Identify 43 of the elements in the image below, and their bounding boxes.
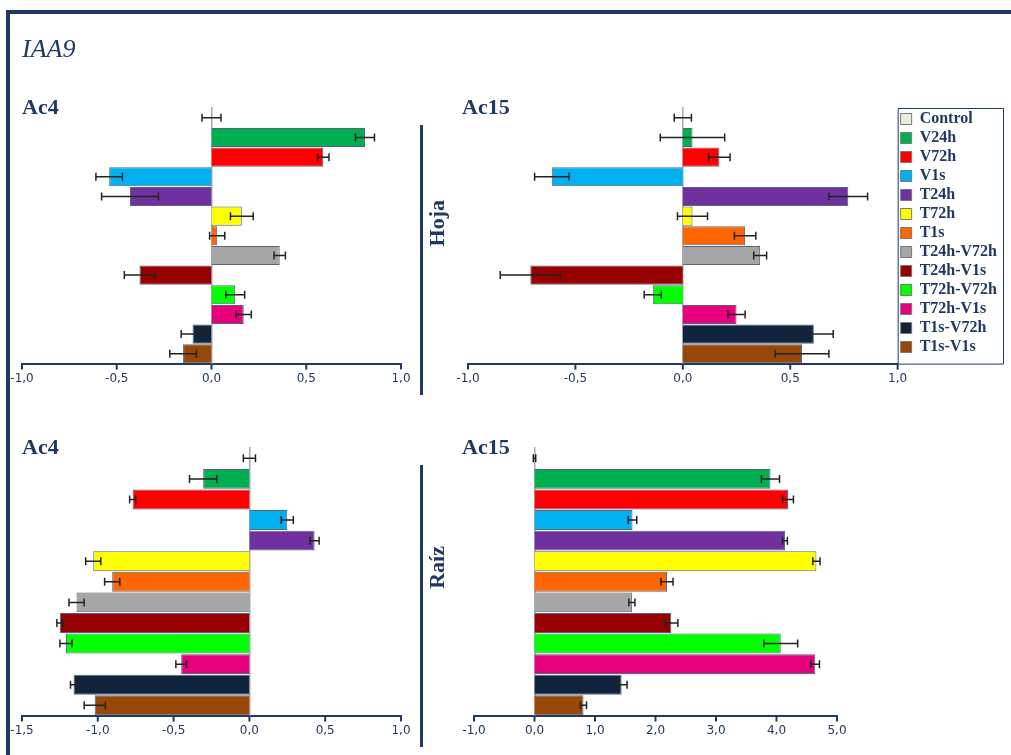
legend-label: T24h-V72h [919,242,998,260]
legend-label: T1s [919,223,945,241]
legend-label: T1s-V1s [919,337,976,355]
legend-label: V24h [919,128,957,146]
chart-title: Ac15 [462,94,510,120]
x-tick-label: -0,5 [161,722,186,737]
x-tick-label: 0,5 [780,370,800,385]
x-tick-label: 0,5 [296,370,316,385]
x-tick-label: 1,0 [391,370,411,385]
legend-label: T72h-V1s [919,299,987,317]
x-tick-label: -1,0 [10,370,34,385]
text: IAA9 [22,34,76,64]
x-tick-label: -0,5 [563,370,588,385]
legend-label: T72h [919,204,956,222]
legend-label: T72h-V72h [919,280,998,298]
legend-label: V72h [919,147,957,165]
legend-label: T1s-V72h [919,318,987,336]
x-tick-label: 0,0 [201,370,222,385]
x-tick-label: -1,0 [86,722,110,737]
x-tick-label: 4,0 [766,722,787,737]
x-tick-label: 2,0 [645,722,666,737]
x-tick-label: 0,0 [524,722,545,737]
x-tick-label: 3,0 [706,722,726,737]
legend-label: T24h-V1s [919,261,987,279]
chart-title: Ac15 [462,434,510,460]
chart-title: Ac4 [22,94,59,120]
legend-label: Control [919,109,974,127]
legend-label: V1s [919,166,946,184]
x-tick-label: -1,0 [456,370,480,385]
legend-label: T24h [919,185,956,203]
chart-title: Ac4 [22,434,59,460]
x-tick-label: 0,0 [673,370,693,385]
x-tick-label: -1,5 [10,722,34,737]
x-tick-label: 0,0 [239,722,259,737]
y-axis-title: Hoja [424,200,450,247]
y-axis-title: Raíz [424,546,450,589]
x-tick-label: 0,5 [315,722,335,737]
x-tick-label: 5,0 [827,722,847,737]
x-tick-label: 1,0 [888,370,908,385]
x-tick-label: 1,0 [391,722,411,737]
x-tick-label: -0,5 [105,370,129,385]
x-tick-label: 1,0 [585,722,605,737]
x-tick-label: -1,0 [462,722,486,737]
